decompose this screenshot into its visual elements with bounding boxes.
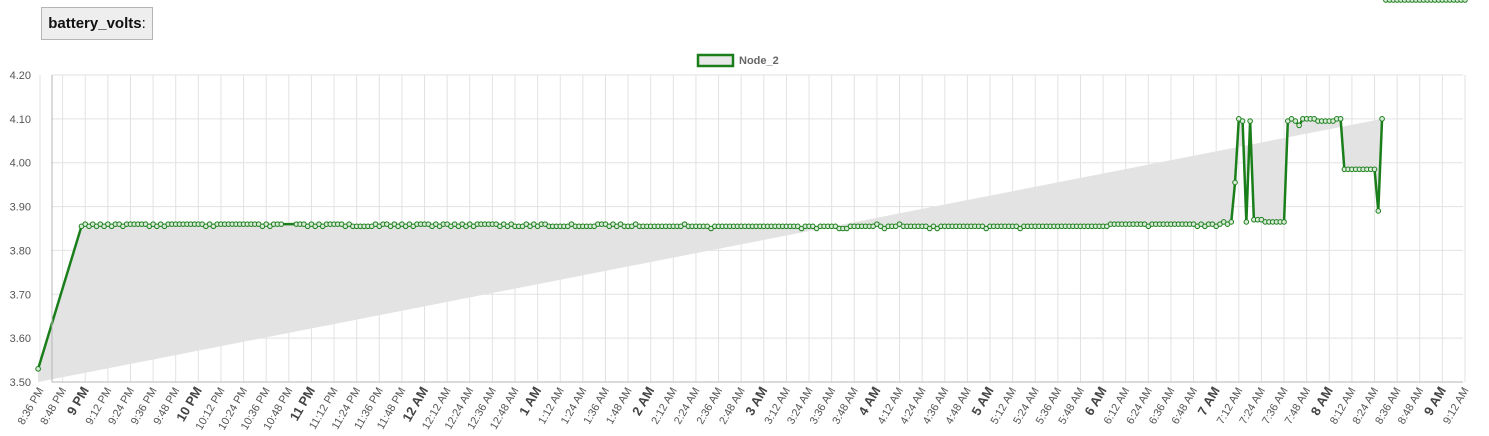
series-points (35, 0, 1468, 372)
data-point[interactable] (1337, 116, 1344, 122)
y-tick-label: 3.70 (10, 289, 31, 301)
data-point[interactable] (1292, 118, 1299, 124)
legend-label-node-2[interactable]: Node_2 (739, 55, 779, 67)
y-tick-label: 3.80 (10, 245, 31, 257)
data-point[interactable] (1247, 118, 1253, 124)
data-point[interactable] (1232, 179, 1238, 186)
y-axis: 4.20 4.10 4.00 3.90 3.80 3.70 3.60 3.50 (10, 70, 53, 389)
data-point[interactable] (1239, 118, 1246, 124)
y-tick-label: 4.10 (10, 114, 31, 126)
data-point[interactable] (1462, 0, 1468, 3)
metric-name: battery_volts (48, 15, 142, 32)
data-point[interactable] (1228, 219, 1235, 225)
data-point[interactable] (278, 221, 285, 227)
y-tick-label: 3.60 (10, 333, 31, 345)
data-point[interactable] (1379, 116, 1385, 122)
x-axis: 8:36 PM8:48 PM9 PM9:12 PM9:24 PM9:36 PM9… (16, 381, 1472, 432)
data-point[interactable] (35, 366, 41, 372)
data-point[interactable] (1371, 166, 1378, 173)
y-tick-label: 4.00 (10, 158, 31, 170)
y-tick-label: 4.20 (10, 70, 31, 82)
y-tick-label: 3.50 (10, 377, 31, 389)
series-area-fill (38, 118, 1383, 382)
data-point[interactable] (1296, 122, 1302, 129)
data-point[interactable] (1375, 208, 1382, 214)
y-tick-label: 3.90 (10, 202, 31, 214)
legend-swatch-node-2[interactable] (696, 53, 735, 68)
data-point[interactable] (1281, 219, 1287, 225)
chart-legend[interactable]: Node_2 (696, 53, 779, 68)
metric-title-box: battery_volts: (41, 7, 153, 40)
metric-suffix: : (141, 15, 146, 32)
data-point[interactable] (1243, 219, 1250, 225)
